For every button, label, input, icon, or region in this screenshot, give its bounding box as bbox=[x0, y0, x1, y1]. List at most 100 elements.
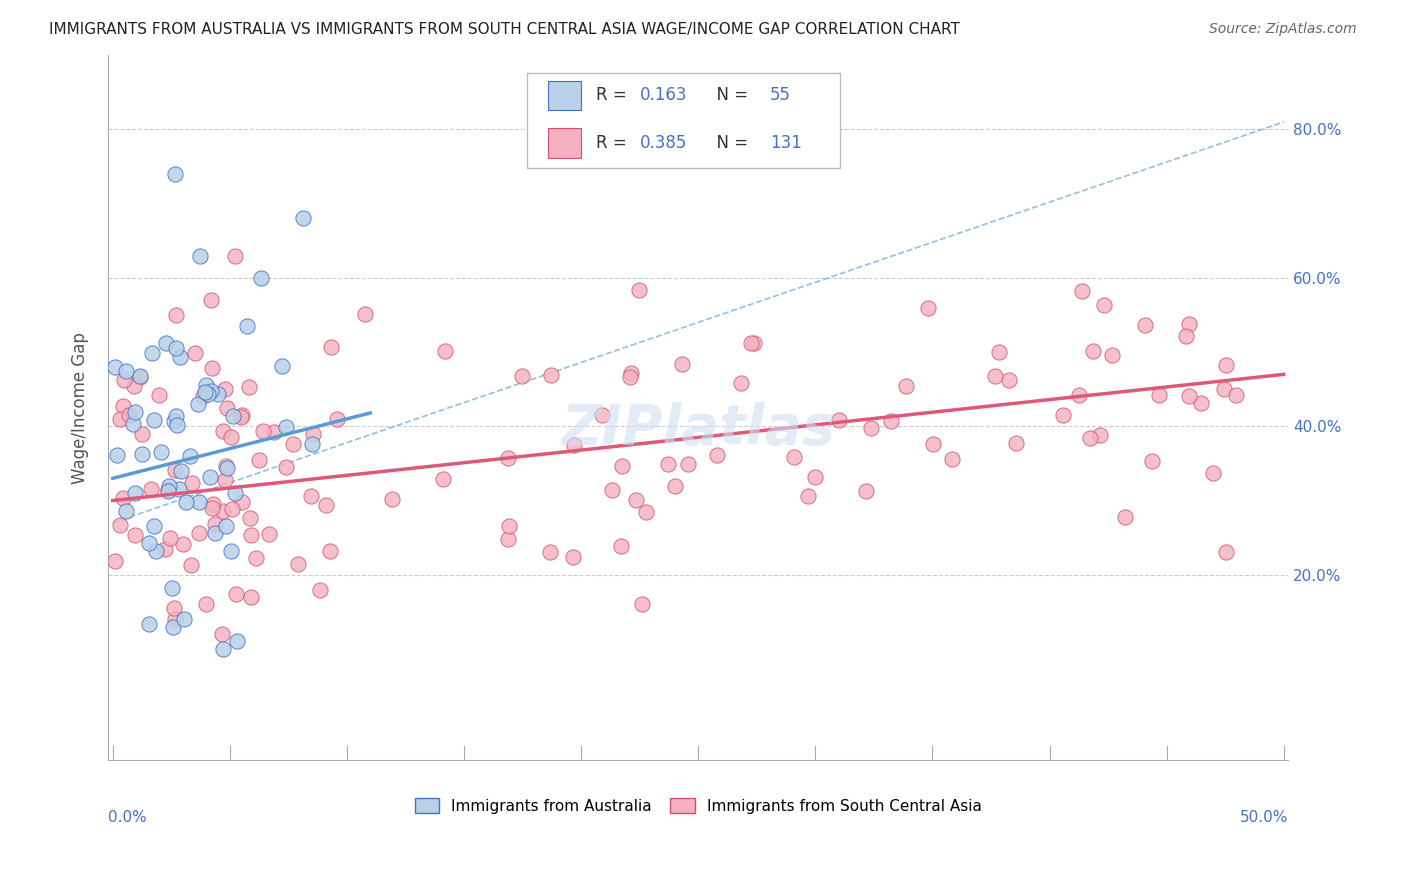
Point bbox=[941, 452, 963, 467]
Point bbox=[198, 469, 221, 483]
Point bbox=[165, 308, 187, 322]
Point bbox=[1114, 510, 1136, 524]
Point bbox=[1067, 388, 1090, 402]
Point bbox=[207, 387, 229, 401]
Point bbox=[1215, 358, 1237, 372]
Point bbox=[225, 587, 247, 601]
Point bbox=[115, 363, 138, 377]
Point bbox=[124, 528, 146, 542]
Point bbox=[671, 358, 693, 372]
Point bbox=[180, 558, 202, 572]
Point bbox=[231, 408, 253, 422]
Text: R =: R = bbox=[596, 87, 631, 104]
Point bbox=[194, 597, 217, 611]
Point bbox=[636, 505, 658, 519]
Point bbox=[987, 345, 1010, 359]
Point bbox=[219, 544, 242, 558]
Point bbox=[302, 427, 325, 442]
Point bbox=[129, 369, 152, 384]
Text: IMMIGRANTS FROM AUSTRALIA VS IMMIGRANTS FROM SOUTH CENTRAL ASIA WAGE/INCOME GAP : IMMIGRANTS FROM AUSTRALIA VS IMMIGRANTS … bbox=[49, 22, 960, 37]
Point bbox=[540, 368, 562, 382]
Point bbox=[263, 425, 285, 440]
Text: N =: N = bbox=[706, 135, 754, 153]
Point bbox=[145, 544, 167, 558]
Point bbox=[201, 360, 224, 375]
Point bbox=[224, 485, 246, 500]
Point bbox=[165, 341, 187, 355]
Point bbox=[156, 483, 179, 498]
Point bbox=[678, 457, 700, 471]
Point bbox=[157, 479, 180, 493]
Point bbox=[498, 518, 520, 533]
Point bbox=[1052, 408, 1074, 422]
Point bbox=[238, 380, 260, 394]
Point bbox=[247, 453, 270, 467]
Point bbox=[249, 270, 271, 285]
Point bbox=[124, 486, 146, 500]
Point bbox=[783, 450, 806, 464]
Point bbox=[600, 483, 623, 498]
Point bbox=[610, 458, 633, 473]
Point bbox=[211, 424, 233, 438]
Point bbox=[235, 319, 257, 334]
Point bbox=[215, 458, 238, 473]
Point bbox=[188, 249, 211, 263]
Point bbox=[194, 378, 217, 392]
Point bbox=[204, 517, 226, 532]
Point bbox=[1215, 545, 1237, 559]
Point bbox=[496, 451, 519, 466]
Point bbox=[239, 511, 262, 525]
Point bbox=[200, 501, 222, 516]
Point bbox=[108, 412, 131, 426]
Point bbox=[197, 386, 219, 401]
Point bbox=[104, 360, 127, 375]
Point bbox=[174, 495, 197, 509]
Point bbox=[217, 401, 239, 416]
Point bbox=[170, 464, 193, 478]
Point bbox=[896, 378, 918, 392]
Point bbox=[166, 418, 188, 433]
Point bbox=[159, 532, 181, 546]
Point bbox=[162, 620, 184, 634]
Point bbox=[326, 412, 349, 426]
Point bbox=[1149, 388, 1171, 402]
Text: Source: ZipAtlas.com: Source: ZipAtlas.com bbox=[1209, 22, 1357, 37]
Text: R =: R = bbox=[596, 135, 631, 153]
Point bbox=[1083, 344, 1105, 359]
Point bbox=[1005, 435, 1028, 450]
Point bbox=[301, 437, 323, 451]
Point bbox=[124, 404, 146, 418]
Point bbox=[240, 528, 263, 542]
Point bbox=[619, 366, 641, 380]
Point bbox=[315, 498, 337, 512]
Point bbox=[138, 536, 160, 550]
Point bbox=[657, 457, 679, 471]
FancyBboxPatch shape bbox=[527, 73, 839, 168]
Point bbox=[538, 545, 561, 559]
Point bbox=[880, 414, 903, 428]
Point bbox=[204, 525, 226, 540]
Point bbox=[131, 426, 153, 441]
Point bbox=[281, 437, 304, 451]
Point bbox=[200, 293, 222, 307]
Legend: Immigrants from Australia, Immigrants from South Central Asia: Immigrants from Australia, Immigrants fr… bbox=[409, 792, 988, 820]
Point bbox=[231, 409, 253, 424]
Point bbox=[730, 376, 752, 391]
Text: N =: N = bbox=[706, 87, 754, 104]
Text: 0.385: 0.385 bbox=[640, 135, 688, 153]
Point bbox=[318, 544, 340, 558]
Point bbox=[1070, 284, 1092, 298]
Point bbox=[1175, 329, 1198, 343]
Point bbox=[141, 346, 163, 360]
Point bbox=[231, 495, 253, 509]
Point bbox=[1140, 454, 1163, 468]
Point bbox=[1177, 317, 1199, 331]
Bar bbox=[548, 80, 581, 110]
Point bbox=[211, 504, 233, 518]
Point bbox=[148, 388, 170, 402]
Point bbox=[1133, 318, 1156, 333]
Point bbox=[122, 378, 145, 392]
Point bbox=[917, 301, 939, 316]
Point bbox=[1178, 389, 1201, 403]
Point bbox=[217, 461, 239, 475]
